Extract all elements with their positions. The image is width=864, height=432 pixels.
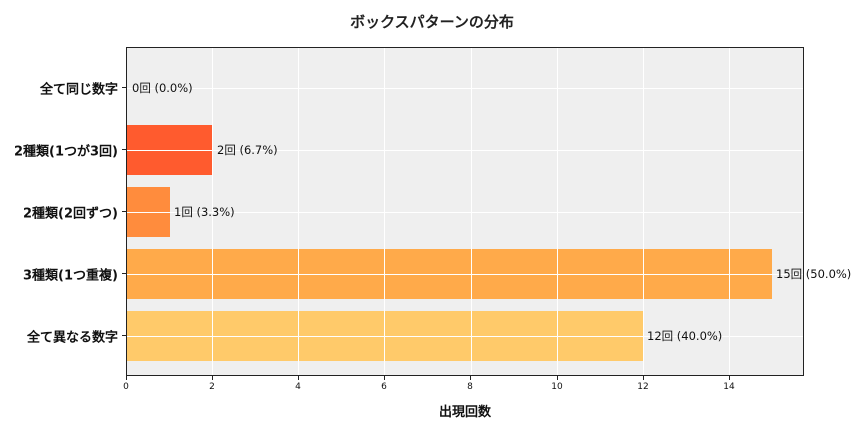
gridline xyxy=(127,212,803,213)
gridline xyxy=(471,48,472,375)
x-axis-label: 出現回数 xyxy=(438,405,491,420)
gridline xyxy=(212,48,213,375)
gridline xyxy=(212,311,213,361)
x-tick-label: 10 xyxy=(551,382,563,392)
x-tick xyxy=(384,376,385,380)
x-tick-label: 6 xyxy=(381,382,387,392)
x-tick xyxy=(729,376,730,380)
y-tick-label: 全て同じ数字 xyxy=(39,82,118,98)
x-tick-label: 14 xyxy=(723,382,735,392)
y-tick-label: 2種類(1つが3回) xyxy=(13,144,118,160)
gridline xyxy=(729,249,730,299)
x-tick xyxy=(470,376,471,380)
bar-value-label: 2回 (6.7%) xyxy=(217,143,278,157)
gridline xyxy=(384,311,385,361)
gridline xyxy=(127,150,803,151)
gridline xyxy=(127,274,803,275)
gridline xyxy=(298,249,299,299)
y-tick-label: 2種類(2回ずつ) xyxy=(23,206,118,222)
y-tick xyxy=(122,211,126,212)
gridline xyxy=(212,125,213,175)
gridline xyxy=(384,48,385,375)
y-tick xyxy=(122,149,126,150)
x-tick-label: 2 xyxy=(209,382,215,392)
bar-value-label: 1回 (3.3%) xyxy=(174,205,235,219)
y-tick xyxy=(122,335,126,336)
bar-value-label: 15回 (50.0%) xyxy=(776,267,852,281)
gridline xyxy=(557,311,558,361)
gridline xyxy=(471,249,472,299)
x-tick xyxy=(557,376,558,380)
y-tick xyxy=(122,273,126,274)
x-tick xyxy=(212,376,213,380)
gridline xyxy=(557,48,558,375)
y-tick-label: 全て異なる数字 xyxy=(26,330,118,346)
x-tick-label: 4 xyxy=(295,382,301,392)
gridline xyxy=(384,249,385,299)
gridline xyxy=(729,48,730,375)
gridline xyxy=(557,249,558,299)
plot-area: 0回 (0.0%) 2回 (6.7%) 1回 (3.3%) 15回 (50.0%… xyxy=(126,47,851,376)
gridline xyxy=(643,249,644,299)
gridline xyxy=(127,88,803,89)
gridline xyxy=(212,249,213,299)
y-tick-label: 3種類(1つ重複) xyxy=(23,268,118,284)
bar-value-label: 12回 (40.0%) xyxy=(647,329,723,343)
gridline xyxy=(643,48,644,375)
x-tick-label: 0 xyxy=(123,382,129,392)
x-tick xyxy=(298,376,299,380)
gridline xyxy=(298,48,299,375)
chart-title: ボックスパターンの分布 xyxy=(350,13,514,31)
x-tick xyxy=(643,376,644,380)
x-tick xyxy=(126,376,127,380)
bar-value-label: 0回 (0.0%) xyxy=(132,81,193,95)
y-tick xyxy=(122,87,126,88)
gridline xyxy=(298,311,299,361)
gridline xyxy=(127,336,803,337)
x-tick-label: 8 xyxy=(467,382,473,392)
gridline xyxy=(471,311,472,361)
x-tick-label: 12 xyxy=(637,382,649,392)
